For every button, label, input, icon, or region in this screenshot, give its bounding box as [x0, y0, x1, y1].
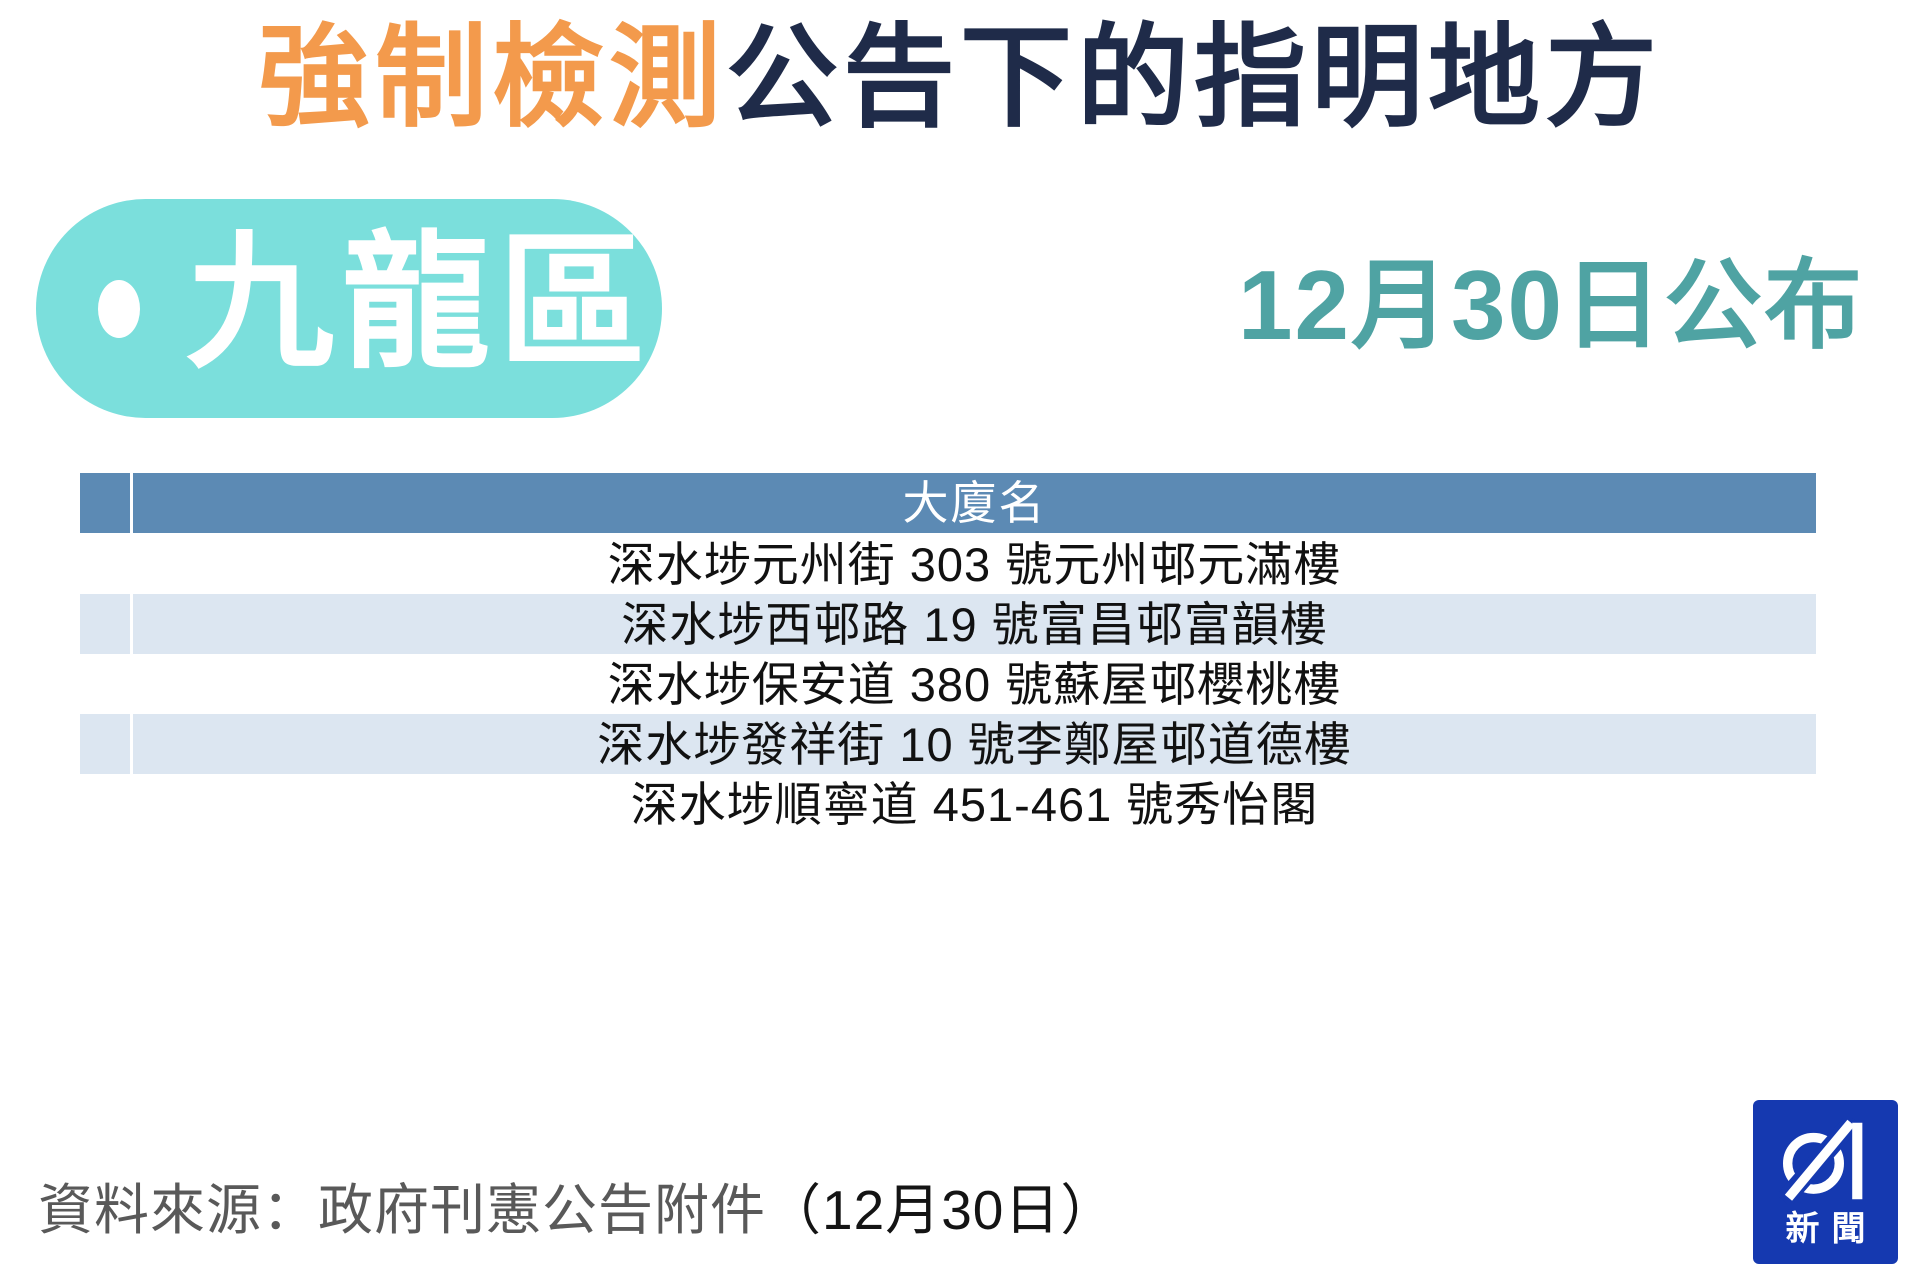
table-cell-building: 深水埗順寧道 451-461 號秀怡閣: [630, 777, 1319, 831]
table-row: 深水埗西邨路 19 號富昌邨富韻樓: [80, 594, 1816, 654]
page-title-highlight: 強制檢測: [258, 15, 726, 140]
page-title-rest: 公告下的指明地方: [726, 15, 1662, 140]
hk01-01-icon: [1778, 1118, 1862, 1204]
table-header-label: 大廈名: [902, 477, 1047, 529]
hk01-logo: 新聞: [1753, 1100, 1898, 1264]
table-row: 深水埗順寧道 451-461 號秀怡閣: [80, 774, 1816, 834]
table-row-spacer-cell: [80, 534, 130, 594]
table-cell-building: 深水埗保安道 380 號蘇屋邨櫻桃樓: [607, 657, 1342, 711]
building-table: 大廈名 深水埗元州街 303 號元州邨元滿樓 深水埗西邨路 19 號富昌邨富韻樓…: [80, 473, 1816, 834]
table-cell-building: 深水埗發祥街 10 號李鄭屋邨道德樓: [597, 717, 1352, 771]
page-title: 強制檢測公告下的指明地方: [0, 16, 1920, 139]
table-cell: 深水埗保安道 380 號蘇屋邨櫻桃樓: [133, 654, 1816, 714]
table-cell: 深水埗發祥街 10 號李鄭屋邨道德樓: [133, 714, 1816, 774]
region-badge: 九龍區: [36, 199, 662, 418]
table-row-spacer-cell: [80, 714, 130, 774]
bullet-dot-icon: [98, 279, 140, 338]
source-date: （12月30日）: [766, 1179, 1117, 1241]
publish-date: 12月30日公布: [1237, 250, 1864, 360]
source-prefix: 資料來源：政府刊憲公告附件: [38, 1179, 767, 1241]
building-table-body: 深水埗元州街 303 號元州邨元滿樓 深水埗西邨路 19 號富昌邨富韻樓 深水埗…: [80, 534, 1816, 834]
table-row-spacer-cell: [80, 654, 130, 714]
source-note: 資料來源：政府刊憲公告附件（12月30日）: [38, 1180, 1116, 1241]
table-cell-building: 深水埗西邨路 19 號富昌邨富韻樓: [621, 597, 1328, 651]
table-row-spacer-cell: [80, 594, 130, 654]
hk01-logo-caption: 新聞: [1785, 1210, 1878, 1248]
table-cell: 深水埗順寧道 451-461 號秀怡閣: [133, 774, 1816, 834]
table-header-row: 大廈名: [80, 473, 1816, 533]
table-row-spacer-cell: [80, 774, 130, 834]
table-cell: 深水埗元州街 303 號元州邨元滿樓: [133, 534, 1816, 594]
table-row: 深水埗發祥街 10 號李鄭屋邨道德樓: [80, 714, 1816, 774]
table-cell-building: 深水埗元州街 303 號元州邨元滿樓: [607, 537, 1342, 591]
table-row: 深水埗保安道 380 號蘇屋邨櫻桃樓: [80, 654, 1816, 714]
table-row: 深水埗元州街 303 號元州邨元滿樓: [80, 534, 1816, 594]
table-header-cell: 大廈名: [133, 473, 1816, 533]
table-cell: 深水埗西邨路 19 號富昌邨富韻樓: [133, 594, 1816, 654]
table-header-spacer-cell: [80, 473, 130, 533]
region-badge-label: 九龍區: [186, 220, 654, 386]
